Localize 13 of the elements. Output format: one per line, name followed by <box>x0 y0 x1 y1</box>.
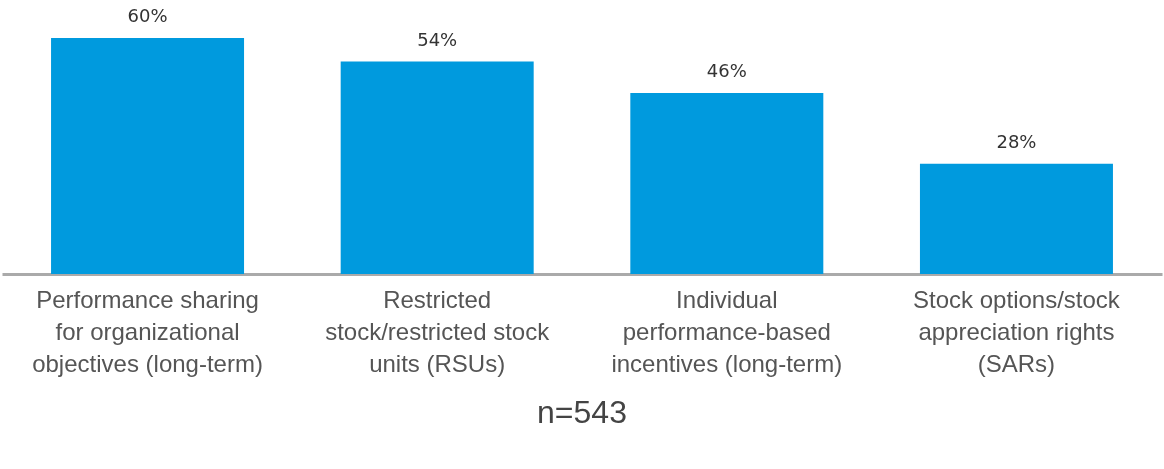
data-label: 54% <box>417 28 458 50</box>
data-label: 60% <box>127 5 168 26</box>
x-tick-label: Stock options/stock appreciation rights (SARs) <box>913 285 1121 377</box>
bar <box>51 38 245 274</box>
x-tick-label: Individual performance-based incentives (long-term) <box>611 285 843 377</box>
data-label: 28% <box>996 130 1037 152</box>
x-tick-label: Restricted stock/restricted stock units (RSUs) <box>325 285 551 377</box>
bar <box>630 93 824 274</box>
text: n=543 <box>537 394 627 430</box>
bar <box>340 61 534 274</box>
x-tick-label: Performance sharing for organizational objectives (long-term) <box>32 285 263 377</box>
data-label: 46% <box>706 60 747 82</box>
bar <box>919 163 1113 274</box>
